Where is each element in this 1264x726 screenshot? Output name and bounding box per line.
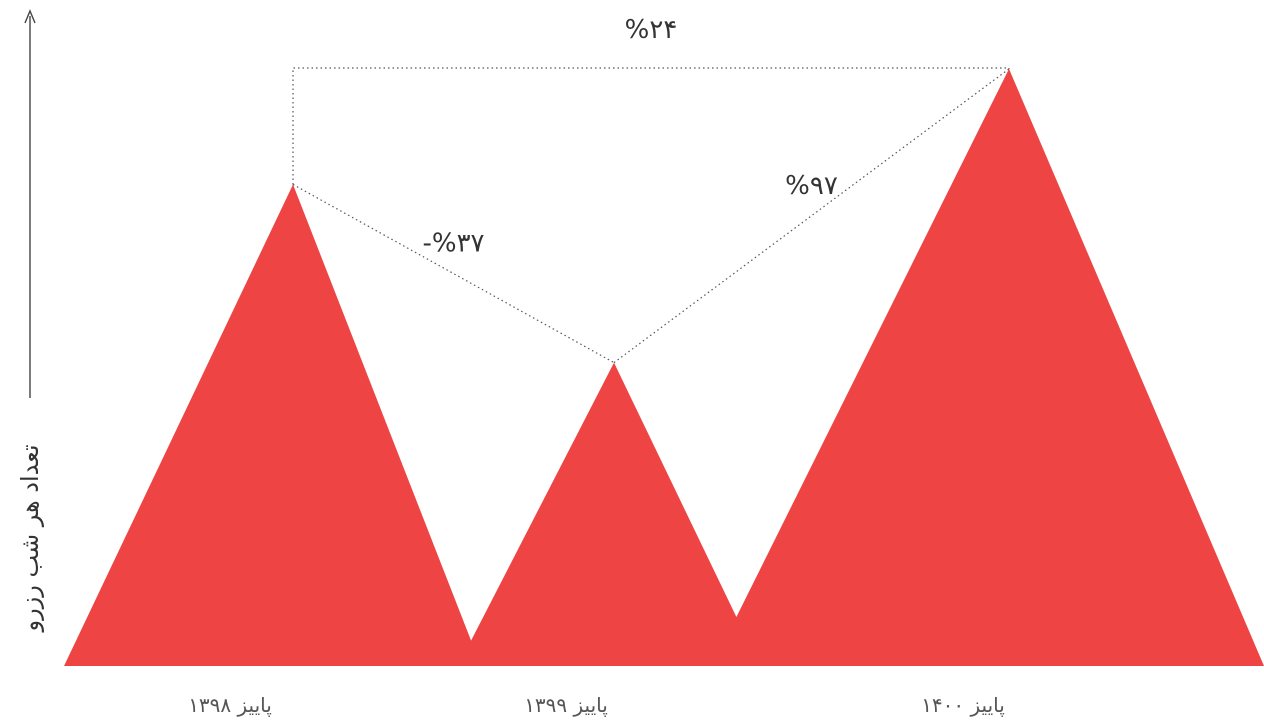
- change-label-2: %۹۷: [785, 171, 838, 201]
- change-bracket-3: [292, 67, 1010, 185]
- y-axis-label: تعداد هر شب رزرو: [16, 444, 44, 632]
- arrow-up-icon: [24, 9, 36, 24]
- category-label-1: پاییز ۱۳۹۸: [188, 693, 272, 718]
- change-connector-2: [613, 68, 1010, 364]
- change-label-1: -%۳۷: [422, 229, 484, 259]
- y-axis: تعداد هر شب رزرو: [16, 9, 44, 633]
- peak-mark-1: [64, 184, 481, 666]
- peak-mark-3: [712, 68, 1264, 666]
- peak-mark-2: [458, 362, 760, 666]
- chart-marks: [64, 68, 1264, 666]
- chart-labels: پاییز ۱۳۹۸ پاییز ۱۳۹۹ پاییز ۱۴۰۰ -%۳۷ %۹۷ %۲۴: [188, 15, 1005, 718]
- category-label-3: پاییز ۱۴۰۰: [921, 693, 1005, 718]
- change-guides: [292, 67, 1010, 364]
- category-label-2: پاییز ۱۳۹۹: [524, 693, 608, 718]
- change-label-3: %۲۴: [625, 15, 678, 45]
